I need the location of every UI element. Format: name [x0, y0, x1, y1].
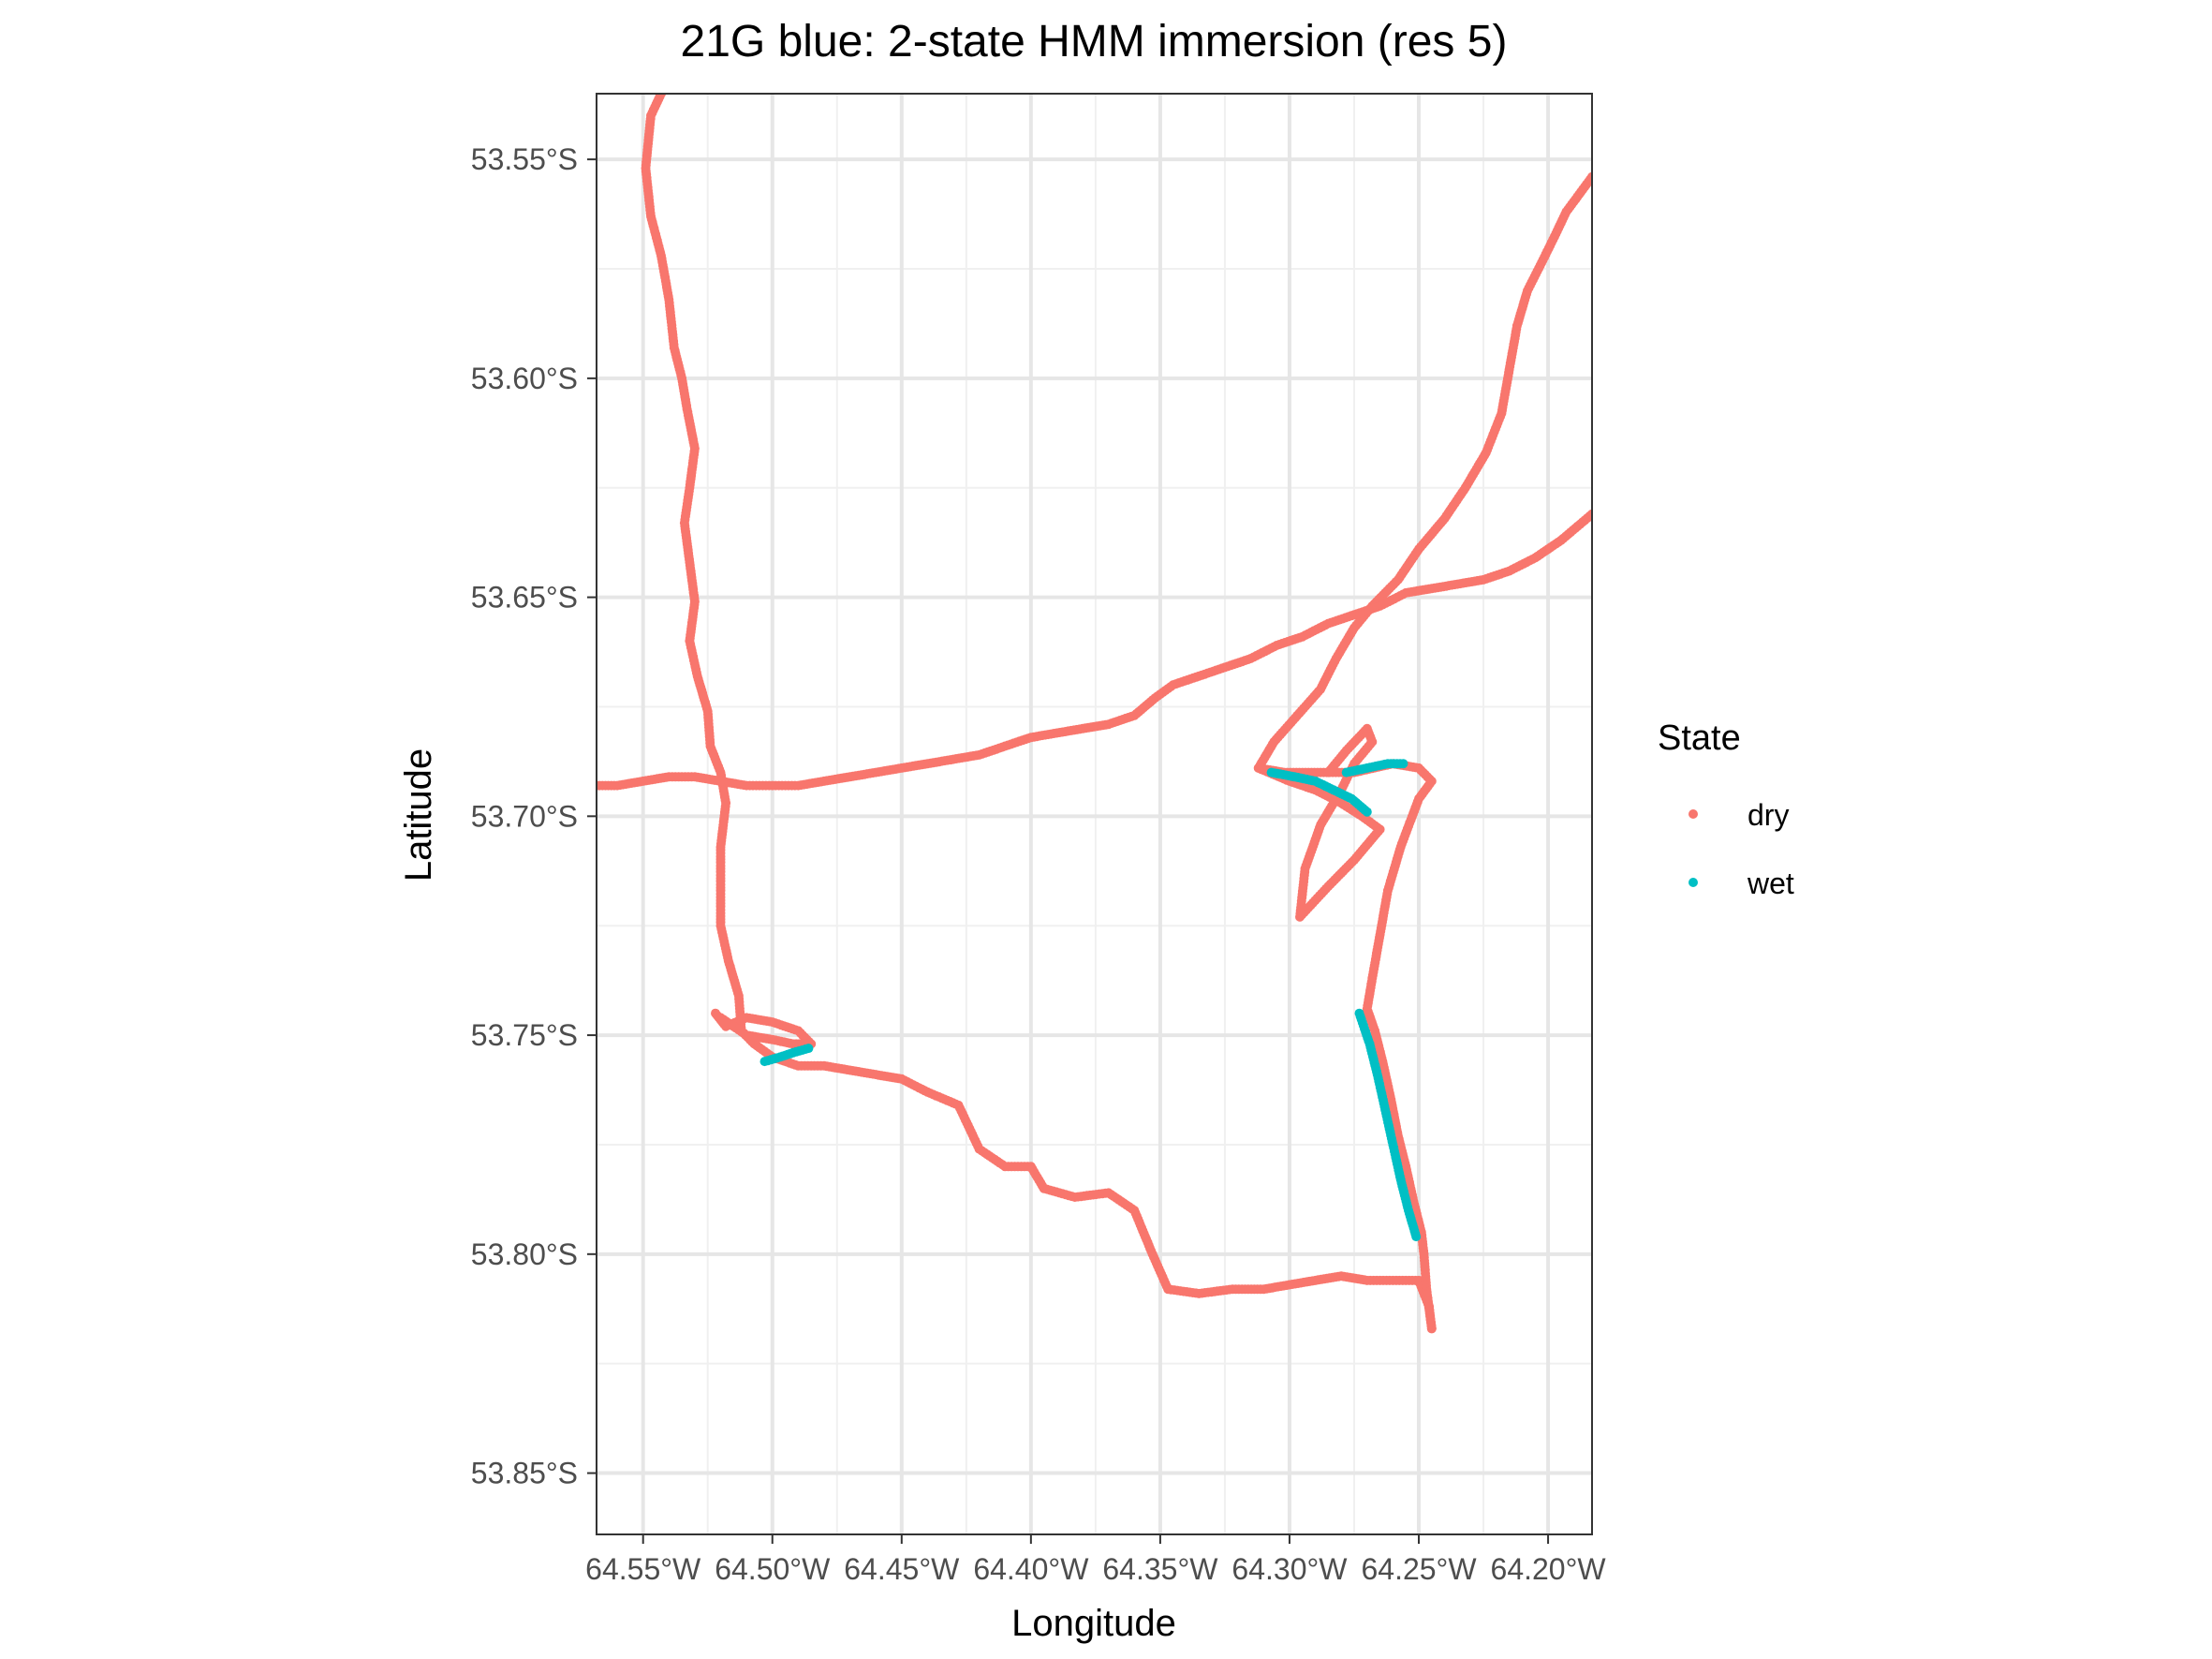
- legend-item-wet: wet: [1688, 867, 1794, 900]
- track-point-wet: [1398, 759, 1408, 769]
- x-tick-label: 64.50°W: [715, 1552, 831, 1586]
- y-axis-title: Latitude: [398, 748, 439, 881]
- y-axis: 53.55°S 53.60°S 53.65°S 53.70°S 53.75°S 53.80…: [471, 142, 597, 1490]
- x-tick-label: 64.20°W: [1491, 1552, 1607, 1586]
- legend-key-dry: [1688, 809, 1698, 819]
- x-axis-title: Longitude: [1011, 1603, 1176, 1644]
- panel-background: [597, 94, 1592, 1534]
- series-dry: [597, 94, 1592, 1334]
- x-axis: 64.55°W 64.50°W 64.45°W 64.40°W 64.35°W 64.30…: [585, 1534, 1606, 1586]
- track-point-dry: [715, 1013, 726, 1023]
- x-tick-label: 64.35°W: [1102, 1552, 1218, 1586]
- y-tick-label: 53.60°S: [471, 362, 578, 395]
- legend-label-dry: dry: [1747, 798, 1789, 832]
- x-tick-label: 64.45°W: [844, 1552, 960, 1586]
- major-gridlines: [597, 94, 1592, 1534]
- legend-key-wet: [1688, 878, 1698, 887]
- chart-title: 21G blue: 2-state HMM immersion (res 5): [681, 17, 1508, 67]
- y-tick-label: 53.80°S: [471, 1237, 578, 1271]
- track-point-wet: [1362, 807, 1372, 817]
- legend-label-wet: wet: [1747, 867, 1794, 900]
- track-points: [597, 94, 1592, 1334]
- x-tick-label: 64.25°W: [1361, 1552, 1477, 1586]
- y-tick-label: 53.75°S: [471, 1018, 578, 1052]
- y-tick-label: 53.65°S: [471, 581, 578, 615]
- y-tick-label: 53.70°S: [471, 799, 578, 833]
- panel-border: [596, 93, 1593, 1535]
- track-point-dry: [1323, 767, 1334, 778]
- legend-title: State: [1658, 718, 1741, 758]
- series-wet: [759, 759, 1422, 1242]
- x-tick-label: 64.30°W: [1231, 1552, 1348, 1586]
- track-point-wet: [804, 1044, 814, 1054]
- track-point-dry: [1587, 171, 1592, 182]
- x-tick-label: 64.40°W: [973, 1552, 1089, 1586]
- x-tick-label: 64.55°W: [585, 1552, 701, 1586]
- track-point-wet: [1411, 1232, 1422, 1242]
- y-tick-label: 53.85°S: [471, 1457, 578, 1490]
- track-point-dry: [1587, 509, 1592, 519]
- y-tick-label: 53.55°S: [471, 142, 578, 176]
- legend-item-dry: dry: [1688, 798, 1789, 832]
- legend: State dry wet: [1658, 718, 1794, 900]
